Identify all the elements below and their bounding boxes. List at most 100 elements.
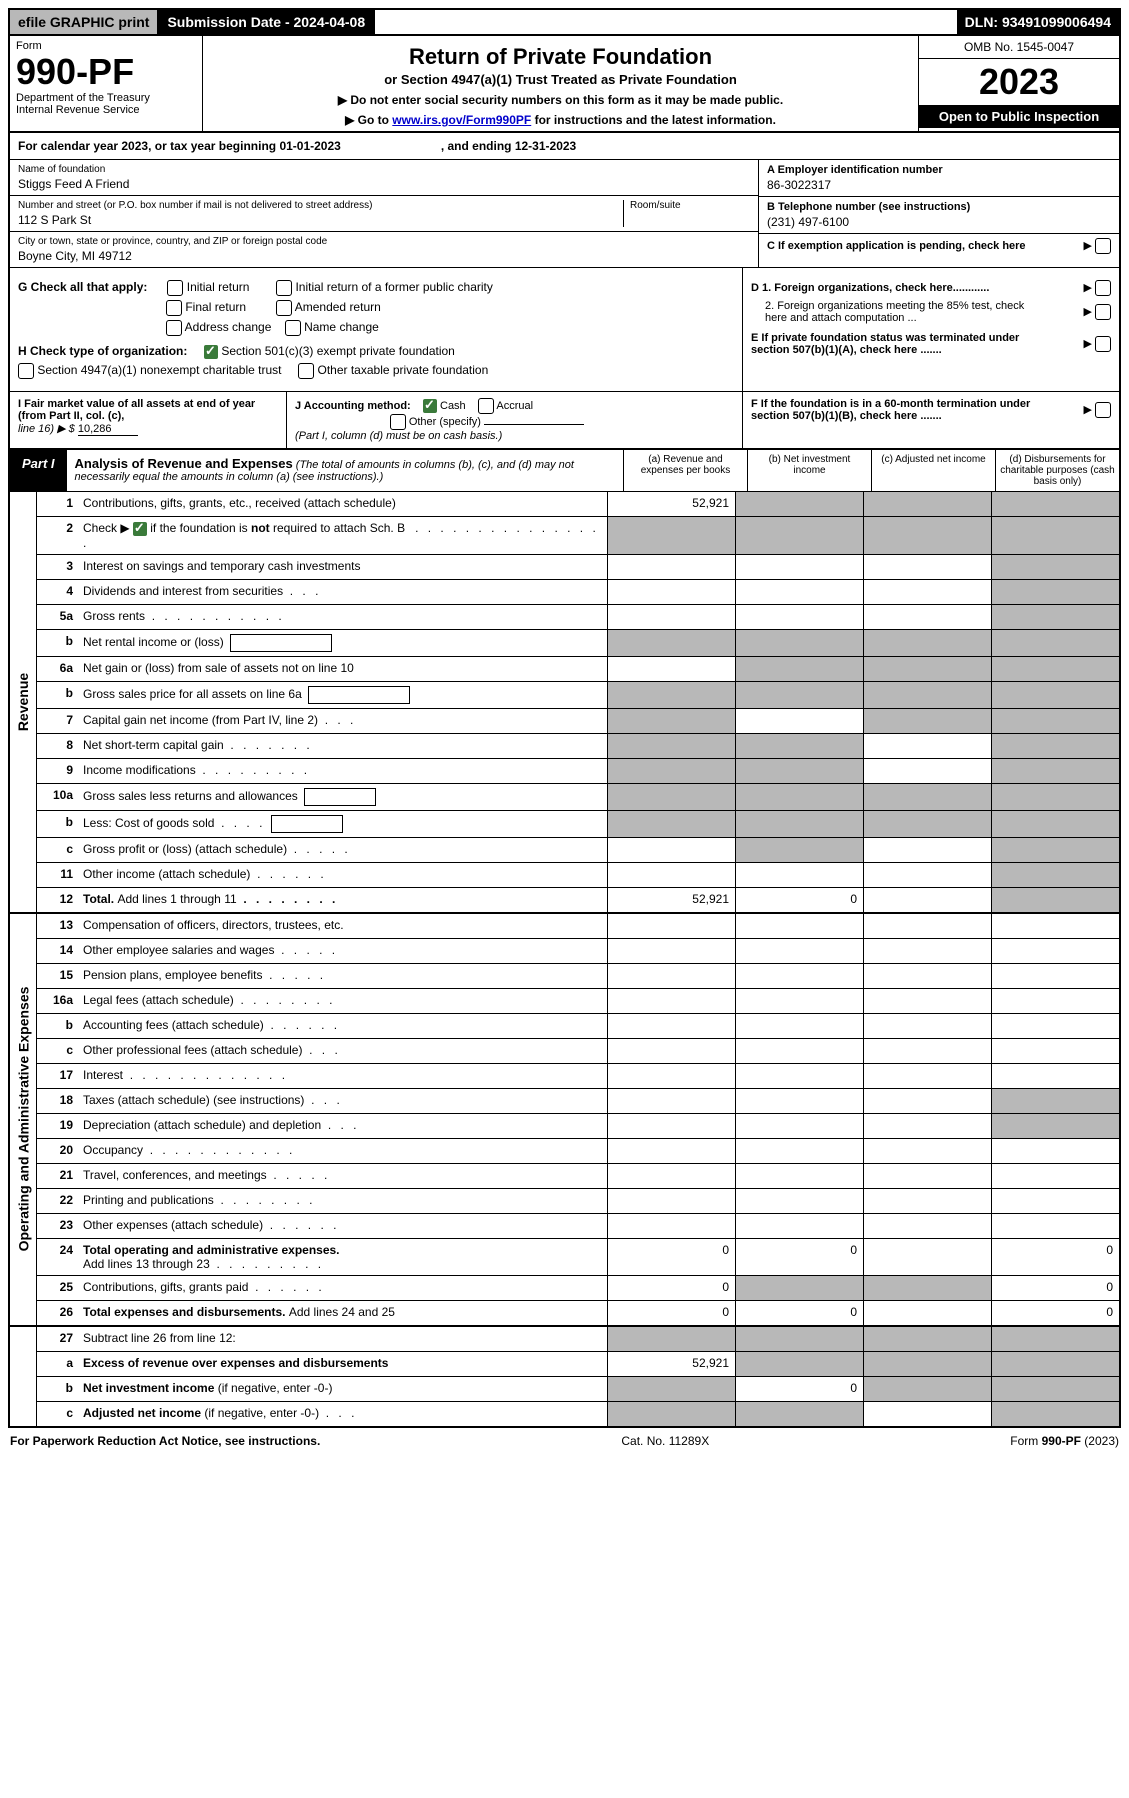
row-10a-label: Gross sales less returns and allowances	[79, 784, 607, 810]
j-other: Other (specify)	[409, 416, 481, 428]
row-19-b	[735, 1114, 863, 1138]
row-1-a: 52,921	[607, 492, 735, 516]
d1-checkbox[interactable]	[1095, 280, 1111, 296]
row-3-d	[991, 555, 1119, 579]
row-20-b	[735, 1139, 863, 1163]
row-14-a	[607, 939, 735, 963]
row-2-a	[607, 517, 735, 554]
row-16a-a	[607, 989, 735, 1013]
row-7-b	[735, 709, 863, 733]
row-7-c	[863, 709, 991, 733]
i-cell: I Fair market value of all assets at end…	[10, 392, 287, 448]
ein-cell: A Employer identification number 86-3022…	[759, 160, 1119, 197]
j-other-checkbox[interactable]	[390, 414, 406, 430]
row-27b-a	[607, 1377, 735, 1401]
h-4947-checkbox[interactable]	[18, 363, 34, 379]
h-other-checkbox[interactable]	[298, 363, 314, 379]
row-16b-b	[735, 1014, 863, 1038]
g-initial-checkbox[interactable]	[167, 280, 183, 296]
h-label: H Check type of organization:	[18, 344, 187, 358]
row-20-label: Occupancy . . . . . . . . . . . .	[79, 1139, 607, 1163]
row-3-num: 3	[37, 555, 79, 579]
row-26-a: 0	[607, 1301, 735, 1325]
row-10b-d	[991, 811, 1119, 837]
row-21-b	[735, 1164, 863, 1188]
part1-table: Revenue 1 Contributions, gifts, grants, …	[8, 492, 1121, 1428]
c-checkbox[interactable]	[1095, 238, 1111, 254]
row-6a-c	[863, 657, 991, 681]
row-27-a	[607, 1327, 735, 1351]
row-11: 11 Other income (attach schedule) . . . …	[37, 863, 1119, 888]
row-16a-d	[991, 989, 1119, 1013]
e-checkbox[interactable]	[1095, 336, 1111, 352]
d2-label: 2. Foreign organizations meeting the 85%…	[751, 300, 1045, 324]
f-checkbox[interactable]	[1095, 402, 1111, 418]
row-10a: 10a Gross sales less returns and allowan…	[37, 784, 1119, 811]
g-final-checkbox[interactable]	[166, 300, 182, 316]
g-amended: Amended return	[295, 300, 381, 314]
city-cell: City or town, state or province, country…	[10, 232, 758, 267]
row-6b-d	[991, 682, 1119, 708]
row-16c-d	[991, 1039, 1119, 1063]
h-other: Other taxable private foundation	[318, 363, 489, 377]
c-label: C If exemption application is pending, c…	[767, 240, 1026, 252]
g-initial-pub-checkbox[interactable]	[276, 280, 292, 296]
efile-label[interactable]: efile GRAPHIC print	[10, 10, 159, 34]
row-13: 13 Compensation of officers, directors, …	[37, 914, 1119, 939]
street-address: 112 S Park St	[18, 213, 623, 227]
row-23-num: 23	[37, 1214, 79, 1238]
j-accrual-checkbox[interactable]	[478, 398, 494, 414]
row-27c-num: c	[37, 1402, 79, 1426]
row-27b-label: Net investment income (if negative, ente…	[79, 1377, 607, 1401]
part1-title-text: Analysis of Revenue and Expenses	[75, 456, 293, 471]
row-5a-b	[735, 605, 863, 629]
row-16a-label: Legal fees (attach schedule) . . . . . .…	[79, 989, 607, 1013]
row-17-label: Interest . . . . . . . . . . . . .	[79, 1064, 607, 1088]
j-label: J Accounting method:	[295, 400, 411, 412]
row-7-label: Capital gain net income (from Part IV, l…	[79, 709, 607, 733]
footer-cat: Cat. No. 11289X	[621, 1434, 709, 1448]
row-21-label: Travel, conferences, and meetings . . . …	[79, 1164, 607, 1188]
row-16b-d	[991, 1014, 1119, 1038]
row-12-c	[863, 888, 991, 912]
row-18-label: Taxes (attach schedule) (see instruction…	[79, 1089, 607, 1113]
row-3-c	[863, 555, 991, 579]
row-27a-b	[735, 1352, 863, 1376]
form-header: Form 990-PF Department of the Treasury I…	[8, 36, 1121, 133]
part1-header: Part I Analysis of Revenue and Expenses …	[8, 450, 1121, 492]
irs-link[interactable]: www.irs.gov/Form990PF	[392, 113, 531, 127]
row-5b: b Net rental income or (loss)	[37, 630, 1119, 657]
row-16b: b Accounting fees (attach schedule) . . …	[37, 1014, 1119, 1039]
page-footer: For Paperwork Reduction Act Notice, see …	[8, 1428, 1121, 1454]
row-14: 14 Other employee salaries and wages . .…	[37, 939, 1119, 964]
row-7-d	[991, 709, 1119, 733]
g-row2: Final return Amended return	[18, 300, 734, 316]
j-accrual: Accrual	[496, 400, 533, 412]
instruction-1: ▶ Do not enter social security numbers o…	[207, 93, 914, 107]
row-5b-b	[735, 630, 863, 656]
row-27a-c	[863, 1352, 991, 1376]
row-9-label: Income modifications . . . . . . . . .	[79, 759, 607, 783]
col-c-head: (c) Adjusted net income	[871, 450, 995, 491]
j-cash-checkbox[interactable]	[423, 399, 437, 413]
g-namechg-checkbox[interactable]	[285, 320, 301, 336]
i-line16: line 16) ▶ $	[18, 423, 75, 435]
h-501c3-checkbox[interactable]	[204, 345, 218, 359]
row-6a-b	[735, 657, 863, 681]
row-6b-label: Gross sales price for all assets on line…	[79, 682, 607, 708]
gh-left: G Check all that apply: Initial return I…	[10, 268, 742, 391]
row-18-c	[863, 1089, 991, 1113]
d2-checkbox[interactable]	[1095, 304, 1111, 320]
row-2-checkbox[interactable]	[133, 522, 147, 536]
g-row3: Address change Name change	[18, 320, 734, 336]
part1-badge: Part I	[10, 450, 67, 491]
row-23-c	[863, 1214, 991, 1238]
g-addrchg-checkbox[interactable]	[166, 320, 182, 336]
row-18-num: 18	[37, 1089, 79, 1113]
row-16a-num: 16a	[37, 989, 79, 1013]
d1-row: D 1. Foreign organizations, check here..…	[751, 280, 1111, 296]
row-5b-a	[607, 630, 735, 656]
g-amended-checkbox[interactable]	[276, 300, 292, 316]
row-22-a	[607, 1189, 735, 1213]
j-note: (Part I, column (d) must be on cash basi…	[295, 430, 502, 442]
